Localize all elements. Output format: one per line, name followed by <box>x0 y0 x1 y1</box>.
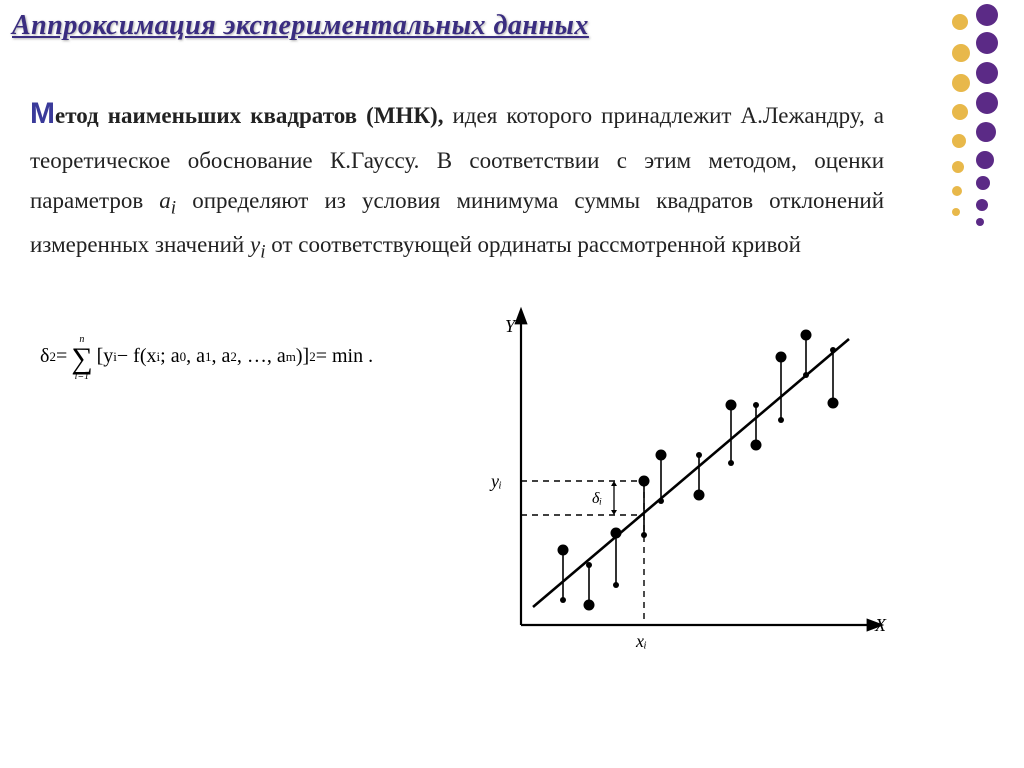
f-open: [ <box>97 345 104 368</box>
page-title: Аппроксимация экспериментальных данных <box>12 10 1004 42</box>
f-c2: , a <box>211 345 230 368</box>
var-y: y <box>250 232 260 257</box>
least-squares-chart: Y Xyᵢ xᵢ δᵢ <box>451 305 891 685</box>
f-eq1: = <box>56 345 67 368</box>
deco-dot <box>952 74 970 92</box>
f-yi: y <box>103 345 113 368</box>
body-paragraph: Метод наименьших квадратов (МНК), идея к… <box>12 88 1004 269</box>
deco-dot <box>952 186 962 196</box>
deco-dot <box>976 62 998 84</box>
deco-dot <box>976 32 998 54</box>
deco-dot <box>952 134 966 148</box>
f-args: ; a <box>160 345 179 368</box>
drop-cap: М <box>30 97 55 130</box>
f-am: m <box>286 349 296 365</box>
chart-svg: Y Xyᵢ xᵢ δᵢ <box>451 305 891 675</box>
deco-dot <box>976 92 998 114</box>
f-delta: δ <box>40 345 49 368</box>
f-xi: x <box>147 345 157 368</box>
f-close: )] <box>296 345 309 368</box>
sigma-icon: ∑ <box>71 345 92 372</box>
deco-dot <box>976 151 994 169</box>
deco-dot <box>952 14 968 30</box>
f-c1: , a <box>186 345 205 368</box>
svg-text:δᵢ: δᵢ <box>592 490 602 507</box>
formula-and-chart-row: δ2 = n ∑ i=1 [yi − f(xi; a0, a1, a2, …, … <box>12 305 1004 685</box>
deco-dot <box>952 208 960 216</box>
svg-text:Y: Y <box>505 316 517 336</box>
bold-lead: етод наименьших квадратов (МНК), <box>55 103 443 128</box>
var-a: a <box>159 188 171 213</box>
deco-dot <box>976 122 996 142</box>
deco-dot <box>952 44 970 62</box>
f-dots: , …, a <box>237 345 286 368</box>
text-3: от соответствующей ординаты рассмотренно… <box>266 232 801 257</box>
deco-dot <box>976 4 998 26</box>
deco-dot <box>952 104 968 120</box>
deco-dot <box>976 199 988 211</box>
sum-bot: i=1 <box>75 372 90 382</box>
svg-text:yᵢ: yᵢ <box>489 471 502 491</box>
deco-dot <box>976 218 984 226</box>
deco-dot <box>976 176 990 190</box>
slide: Аппроксимация экспериментальных данных М… <box>0 0 1024 768</box>
f-eqmin: = min . <box>316 345 373 368</box>
sigma-block: n ∑ i=1 <box>71 335 92 382</box>
svg-text:X: X <box>874 615 887 635</box>
least-squares-formula: δ2 = n ∑ i=1 [yi − f(xi; a0, a1, a2, …, … <box>40 333 373 380</box>
svg-text:xᵢ: xᵢ <box>635 631 647 651</box>
f-minus-f: − f( <box>117 345 147 368</box>
deco-dot <box>952 161 964 173</box>
